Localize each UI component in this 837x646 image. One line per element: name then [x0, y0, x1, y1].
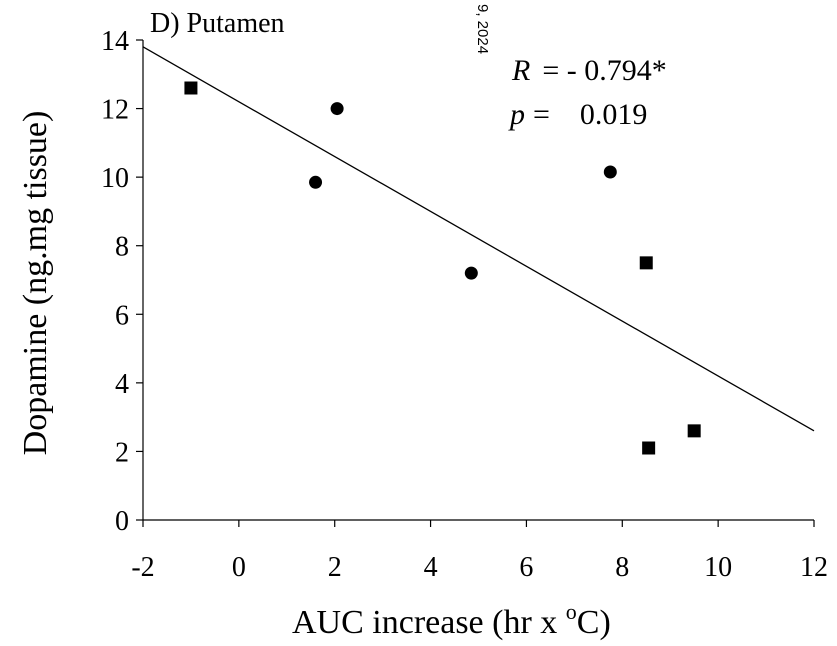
x-tick-label: 0: [232, 552, 246, 583]
p-value: 0.019: [580, 98, 648, 131]
square-marker: [639, 256, 653, 270]
r-label: R: [511, 54, 530, 87]
y-tick-label: 12: [101, 95, 129, 126]
x-tick-label: 4: [424, 552, 438, 583]
x-ticks: -2 0 2 4 6 8 10 12: [131, 520, 828, 583]
x-axis-title-end: C): [577, 604, 611, 641]
x-axis-title: AUC increase (hr x oC): [292, 599, 611, 641]
circle-marker: [464, 266, 478, 280]
circle-marker: [309, 175, 323, 189]
y-tick-label: 6: [115, 300, 129, 331]
chart-title: D) Putamen: [150, 8, 285, 39]
regression-line: [142, 46, 815, 432]
square-marker: [687, 424, 701, 438]
y-tick-label: 2: [115, 437, 129, 468]
p-label: p: [508, 98, 525, 131]
x-tick-label: 6: [519, 552, 533, 583]
data-points: [184, 81, 701, 455]
circle-marker: [603, 165, 617, 179]
watermark-text: 9, 2024: [474, 4, 491, 54]
x-tick-label: 12: [800, 552, 828, 583]
y-tick-label: 0: [115, 506, 129, 537]
x-tick-label: 8: [615, 552, 629, 583]
r-stat: R = - 0.794*: [511, 54, 667, 87]
r-value: = - 0.794*: [542, 54, 666, 87]
y-ticks: 0 2 4 6 8 10 12 14: [101, 26, 143, 537]
square-marker: [642, 441, 656, 455]
x-axis-title-main: AUC increase (hr x: [292, 604, 566, 641]
x-tick-label: -2: [131, 552, 154, 583]
y-tick-label: 8: [115, 232, 129, 263]
y-axis-title: Dopamine (ng.mg tissue): [17, 111, 54, 456]
y-tick-label: 10: [101, 163, 129, 194]
x-tick-label: 2: [328, 552, 342, 583]
square-marker: [184, 81, 198, 95]
x-axis-title-sup: o: [566, 599, 577, 624]
y-tick-label: 14: [101, 26, 129, 57]
y-tick-label: 4: [115, 369, 129, 400]
circle-marker: [330, 102, 344, 116]
x-tick-label: 10: [704, 552, 732, 583]
p-stat: p = 0.019: [508, 98, 647, 131]
p-eq: =: [533, 98, 550, 131]
